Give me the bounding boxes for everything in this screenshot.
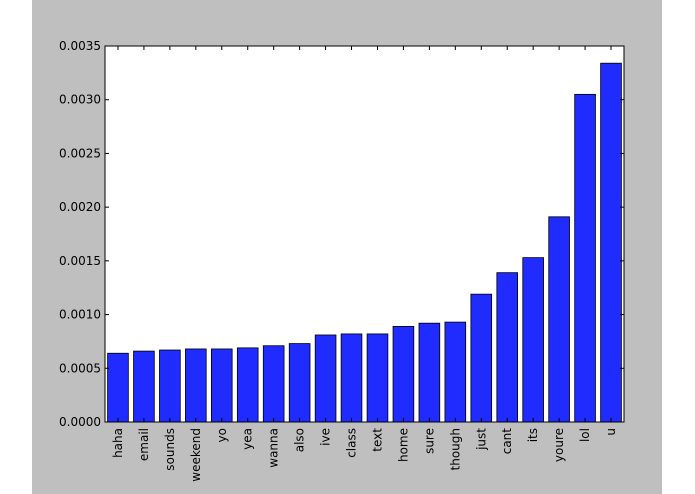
x-tick-label: email xyxy=(137,428,151,461)
bar-email xyxy=(133,350,155,423)
bar-haha xyxy=(107,352,129,423)
y-tick-label: 0.0030 xyxy=(59,93,101,107)
x-tick-label: class xyxy=(345,428,359,458)
bar-yo xyxy=(210,348,233,423)
bar-sounds xyxy=(159,349,181,423)
y-tick-label: 0.0020 xyxy=(59,200,101,214)
plot-frame xyxy=(104,45,625,423)
x-tick-label: though xyxy=(448,428,462,470)
x-tick-label: sure xyxy=(422,428,436,454)
x-tick-label: wanna xyxy=(267,428,281,468)
bar-weekend xyxy=(185,348,207,423)
x-tick-label: yea xyxy=(241,428,255,450)
x-tick-label: weekend xyxy=(189,428,203,482)
y-tick-label: 0.0010 xyxy=(59,308,101,322)
x-tick-label: lol xyxy=(578,428,592,442)
x-tick-label: home xyxy=(396,428,410,462)
y-tick-label: 0.0025 xyxy=(59,146,101,160)
x-tick-label: sounds xyxy=(163,428,177,471)
bar-also xyxy=(288,343,311,423)
x-tick-label: its xyxy=(526,428,540,442)
x-tick-label: haha xyxy=(111,428,125,458)
bar-home xyxy=(392,325,415,423)
bar-chart: 0.0000 0.0005 0.0010 0.0015 0.0020 0.0025 0.00… xyxy=(59,39,625,482)
x-tick-label: also xyxy=(293,428,307,452)
bar-its xyxy=(522,257,544,423)
bar-though xyxy=(444,321,467,423)
bar-just xyxy=(470,293,493,423)
x-axis: haha email sounds weekend yo yea wanna also ive c… xyxy=(111,46,618,482)
y-tick-label: 0.0005 xyxy=(59,361,101,375)
x-tick-label: text xyxy=(370,428,384,452)
x-tick-label: cant xyxy=(500,428,514,455)
bar-u xyxy=(600,62,622,423)
bar-class xyxy=(340,333,363,423)
bar-lol xyxy=(574,93,596,423)
y-tick-label: 0.0015 xyxy=(59,254,101,268)
x-tick-label: u xyxy=(604,428,618,436)
bar-yea xyxy=(236,347,259,423)
bar-ive xyxy=(314,334,337,423)
y-tick-label: 0.0000 xyxy=(59,415,101,429)
x-tick-label: youre xyxy=(552,428,566,462)
plot-area xyxy=(105,46,624,422)
bar-cant xyxy=(496,272,519,423)
bar-youre xyxy=(548,216,570,423)
y-tick-label: 0.0035 xyxy=(59,39,101,53)
y-axis: 0.0000 0.0005 0.0010 0.0015 0.0020 0.0025 0.00… xyxy=(59,39,624,429)
bar-wanna xyxy=(262,345,285,423)
x-tick-label: just xyxy=(474,428,488,451)
chart-figure: 0.0000 0.0005 0.0010 0.0015 0.0020 0.0025 0.00… xyxy=(32,0,662,494)
bar-sure xyxy=(418,322,441,423)
x-tick-label: ive xyxy=(319,428,333,446)
bar-text xyxy=(366,333,389,423)
x-tick-label: yo xyxy=(215,428,229,442)
bars xyxy=(107,62,622,423)
